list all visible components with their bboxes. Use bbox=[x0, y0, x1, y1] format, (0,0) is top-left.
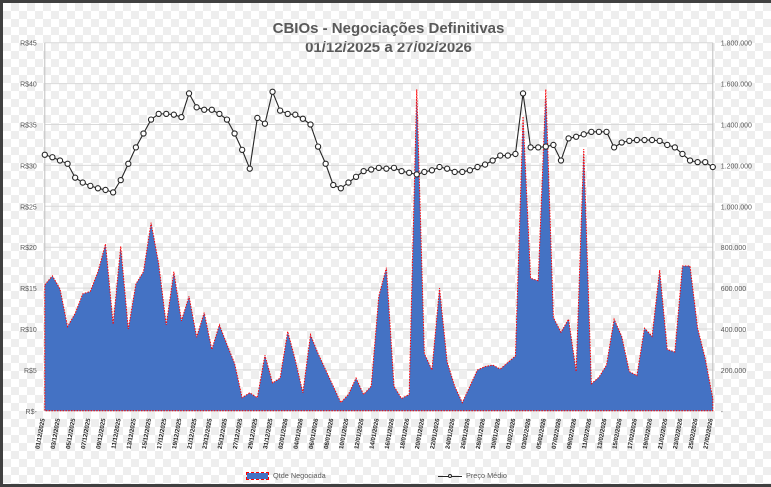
svg-text:R$15: R$15 bbox=[20, 286, 37, 293]
svg-text:17/12/2025: 17/12/2025 bbox=[156, 417, 168, 449]
svg-text:25/12/2025: 25/12/2025 bbox=[217, 417, 229, 449]
svg-text:05/02/2026: 05/02/2026 bbox=[535, 417, 547, 449]
svg-text:-: - bbox=[721, 409, 724, 416]
svg-text:15/12/2025: 15/12/2025 bbox=[141, 417, 153, 449]
svg-text:22/01/2026: 22/01/2026 bbox=[429, 417, 441, 449]
svg-text:02/01/2026: 02/01/2026 bbox=[277, 417, 289, 449]
svg-text:12/01/2026: 12/01/2026 bbox=[353, 417, 365, 449]
svg-text:R$20: R$20 bbox=[20, 245, 37, 252]
svg-text:16/01/2026: 16/01/2026 bbox=[384, 417, 396, 449]
svg-text:20/01/2026: 20/01/2026 bbox=[414, 417, 426, 449]
svg-text:04/01/2026: 04/01/2026 bbox=[293, 417, 305, 449]
svg-text:11/12/2025: 11/12/2025 bbox=[110, 417, 122, 449]
svg-text:R$30: R$30 bbox=[20, 163, 37, 170]
svg-text:05/12/2025: 05/12/2025 bbox=[65, 417, 77, 449]
svg-text:R$5: R$5 bbox=[24, 368, 37, 375]
svg-text:R$10: R$10 bbox=[20, 327, 37, 334]
svg-text:27/12/2025: 27/12/2025 bbox=[232, 417, 244, 449]
svg-text:07/12/2025: 07/12/2025 bbox=[80, 417, 92, 449]
svg-text:1.000.000: 1.000.000 bbox=[721, 204, 752, 211]
svg-text:28/01/2026: 28/01/2026 bbox=[475, 417, 487, 449]
svg-text:1.800.000: 1.800.000 bbox=[721, 41, 752, 48]
svg-text:29/12/2025: 29/12/2025 bbox=[247, 417, 259, 449]
svg-text:27/02/2026: 27/02/2026 bbox=[702, 417, 714, 449]
svg-text:10/01/2026: 10/01/2026 bbox=[338, 417, 350, 449]
svg-text:31/12/2025: 31/12/2025 bbox=[262, 417, 274, 449]
svg-text:19/02/2026: 19/02/2026 bbox=[642, 417, 654, 449]
svg-text:23/12/2025: 23/12/2025 bbox=[201, 417, 213, 449]
svg-text:R$40: R$40 bbox=[20, 82, 37, 89]
svg-text:07/02/2026: 07/02/2026 bbox=[551, 417, 563, 449]
svg-text:09/02/2026: 09/02/2026 bbox=[566, 417, 578, 449]
svg-text:23/02/2026: 23/02/2026 bbox=[672, 417, 684, 449]
svg-text:R$-: R$- bbox=[26, 409, 38, 416]
svg-text:08/01/2026: 08/01/2026 bbox=[323, 417, 335, 449]
svg-text:200.000: 200.000 bbox=[721, 368, 746, 375]
svg-text:15/02/2026: 15/02/2026 bbox=[611, 417, 623, 449]
svg-text:1.200.000: 1.200.000 bbox=[721, 163, 752, 170]
svg-text:06/01/2026: 06/01/2026 bbox=[308, 417, 320, 449]
svg-text:01/12/2025: 01/12/2025 bbox=[34, 417, 46, 449]
svg-text:03/02/2026: 03/02/2026 bbox=[520, 417, 532, 449]
svg-text:21/02/2026: 21/02/2026 bbox=[657, 417, 669, 449]
svg-text:30/01/2026: 30/01/2026 bbox=[490, 417, 502, 449]
svg-text:13/12/2025: 13/12/2025 bbox=[126, 417, 138, 449]
svg-text:13/02/2026: 13/02/2026 bbox=[596, 417, 608, 449]
svg-text:400.000: 400.000 bbox=[721, 327, 746, 334]
svg-text:11/02/2026: 11/02/2026 bbox=[581, 417, 593, 449]
svg-text:R$35: R$35 bbox=[20, 123, 37, 130]
svg-text:24/01/2026: 24/01/2026 bbox=[444, 417, 456, 449]
svg-text:17/02/2026: 17/02/2026 bbox=[627, 417, 639, 449]
svg-text:03/12/2025: 03/12/2025 bbox=[50, 417, 62, 449]
svg-text:600.000: 600.000 bbox=[721, 286, 746, 293]
svg-text:26/01/2026: 26/01/2026 bbox=[460, 417, 472, 449]
svg-text:R$25: R$25 bbox=[20, 204, 37, 211]
svg-text:09/12/2025: 09/12/2025 bbox=[95, 417, 107, 449]
svg-text:21/12/2025: 21/12/2025 bbox=[186, 417, 198, 449]
svg-text:19/12/2025: 19/12/2025 bbox=[171, 417, 183, 449]
svg-text:14/01/2026: 14/01/2026 bbox=[368, 417, 380, 449]
svg-text:1.400.000: 1.400.000 bbox=[721, 123, 752, 130]
svg-text:18/01/2026: 18/01/2026 bbox=[399, 417, 411, 449]
svg-text:1.600.000: 1.600.000 bbox=[721, 82, 752, 89]
svg-text:01/02/2026: 01/02/2026 bbox=[505, 417, 517, 449]
svg-text:800.000: 800.000 bbox=[721, 245, 746, 252]
svg-text:R$45: R$45 bbox=[20, 41, 37, 48]
svg-text:25/02/2026: 25/02/2026 bbox=[687, 417, 699, 449]
